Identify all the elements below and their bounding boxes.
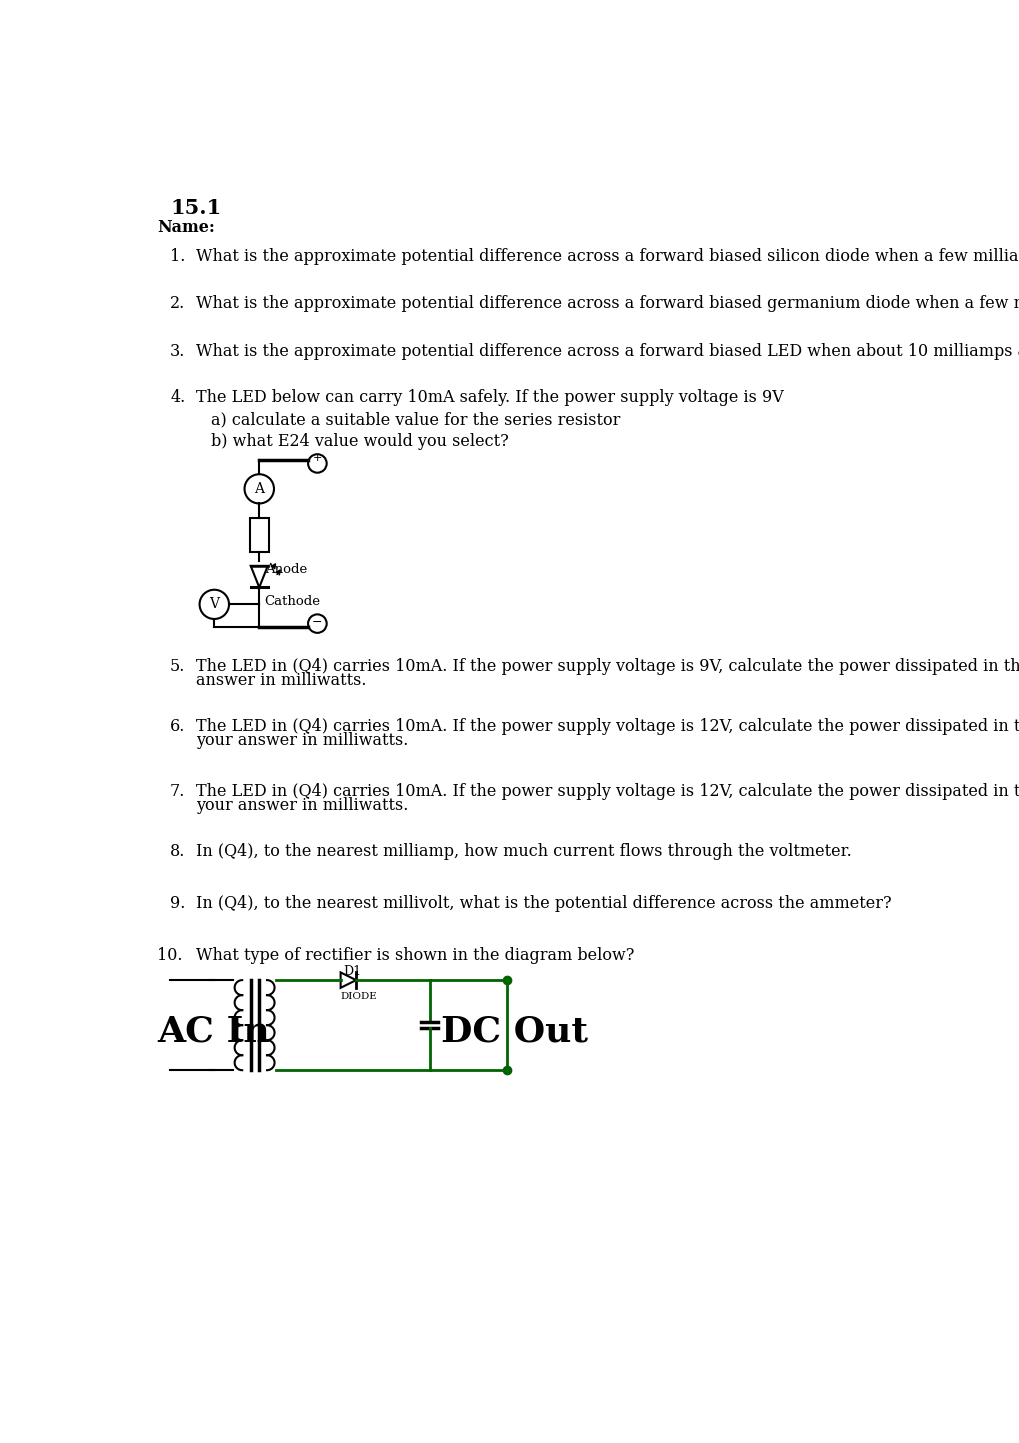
Text: The LED in (Q4) carries 10mA. If the power supply voltage is 9V, calculate the p: The LED in (Q4) carries 10mA. If the pow…: [196, 658, 1019, 675]
Text: 15.1: 15.1: [170, 198, 221, 218]
Text: The LED below can carry 10mA safely. If the power supply voltage is 9V: The LED below can carry 10mA safely. If …: [196, 388, 783, 405]
Text: Cathode: Cathode: [264, 595, 320, 608]
Text: 2.: 2.: [170, 294, 185, 312]
Text: D1: D1: [343, 965, 362, 978]
Text: 1.: 1.: [170, 248, 185, 266]
Text: Name:: Name:: [157, 219, 215, 237]
Text: 10.: 10.: [157, 947, 182, 964]
Text: A: A: [254, 482, 264, 496]
Text: The LED in (Q4) carries 10mA. If the power supply voltage is 12V, calculate the : The LED in (Q4) carries 10mA. If the pow…: [196, 784, 1019, 799]
Text: AC In: AC In: [157, 1014, 269, 1049]
Text: DC Out: DC Out: [441, 1014, 588, 1049]
Bar: [250, 518, 268, 553]
Text: 9.: 9.: [170, 896, 185, 912]
Text: answer in milliwatts.: answer in milliwatts.: [196, 672, 366, 690]
Text: What is the approximate potential difference across a forward biased germanium d: What is the approximate potential differ…: [196, 294, 1019, 312]
Text: b) what E24 value would you select?: b) what E24 value would you select?: [211, 433, 508, 450]
Text: +: +: [313, 453, 322, 463]
Text: V: V: [209, 597, 219, 612]
Text: In (Q4), to the nearest millivolt, what is the potential difference across the a: In (Q4), to the nearest millivolt, what …: [196, 896, 891, 912]
Text: your answer in milliwatts.: your answer in milliwatts.: [196, 797, 408, 814]
Text: The LED in (Q4) carries 10mA. If the power supply voltage is 12V, calculate the : The LED in (Q4) carries 10mA. If the pow…: [196, 719, 1019, 736]
Text: What type of rectifier is shown in the diagram below?: What type of rectifier is shown in the d…: [196, 947, 634, 964]
Text: 4.: 4.: [170, 388, 185, 405]
Text: your answer in milliwatts.: your answer in milliwatts.: [196, 732, 408, 749]
Text: 5.: 5.: [170, 658, 185, 675]
Text: a) calculate a suitable value for the series resistor: a) calculate a suitable value for the se…: [211, 411, 620, 429]
Text: 6.: 6.: [170, 719, 185, 736]
Text: Anode: Anode: [264, 563, 307, 576]
Text: In (Q4), to the nearest milliamp, how much current flows through the voltmeter.: In (Q4), to the nearest milliamp, how mu…: [196, 843, 851, 860]
Text: 8.: 8.: [170, 843, 185, 860]
Text: 3.: 3.: [170, 342, 185, 359]
Text: DIODE: DIODE: [340, 993, 377, 1001]
Text: What is the approximate potential difference across a forward biased LED when ab: What is the approximate potential differ…: [196, 342, 1019, 359]
Text: −: −: [312, 616, 322, 629]
Text: What is the approximate potential difference across a forward biased silicon dio: What is the approximate potential differ…: [196, 248, 1019, 266]
Text: 7.: 7.: [170, 784, 185, 799]
